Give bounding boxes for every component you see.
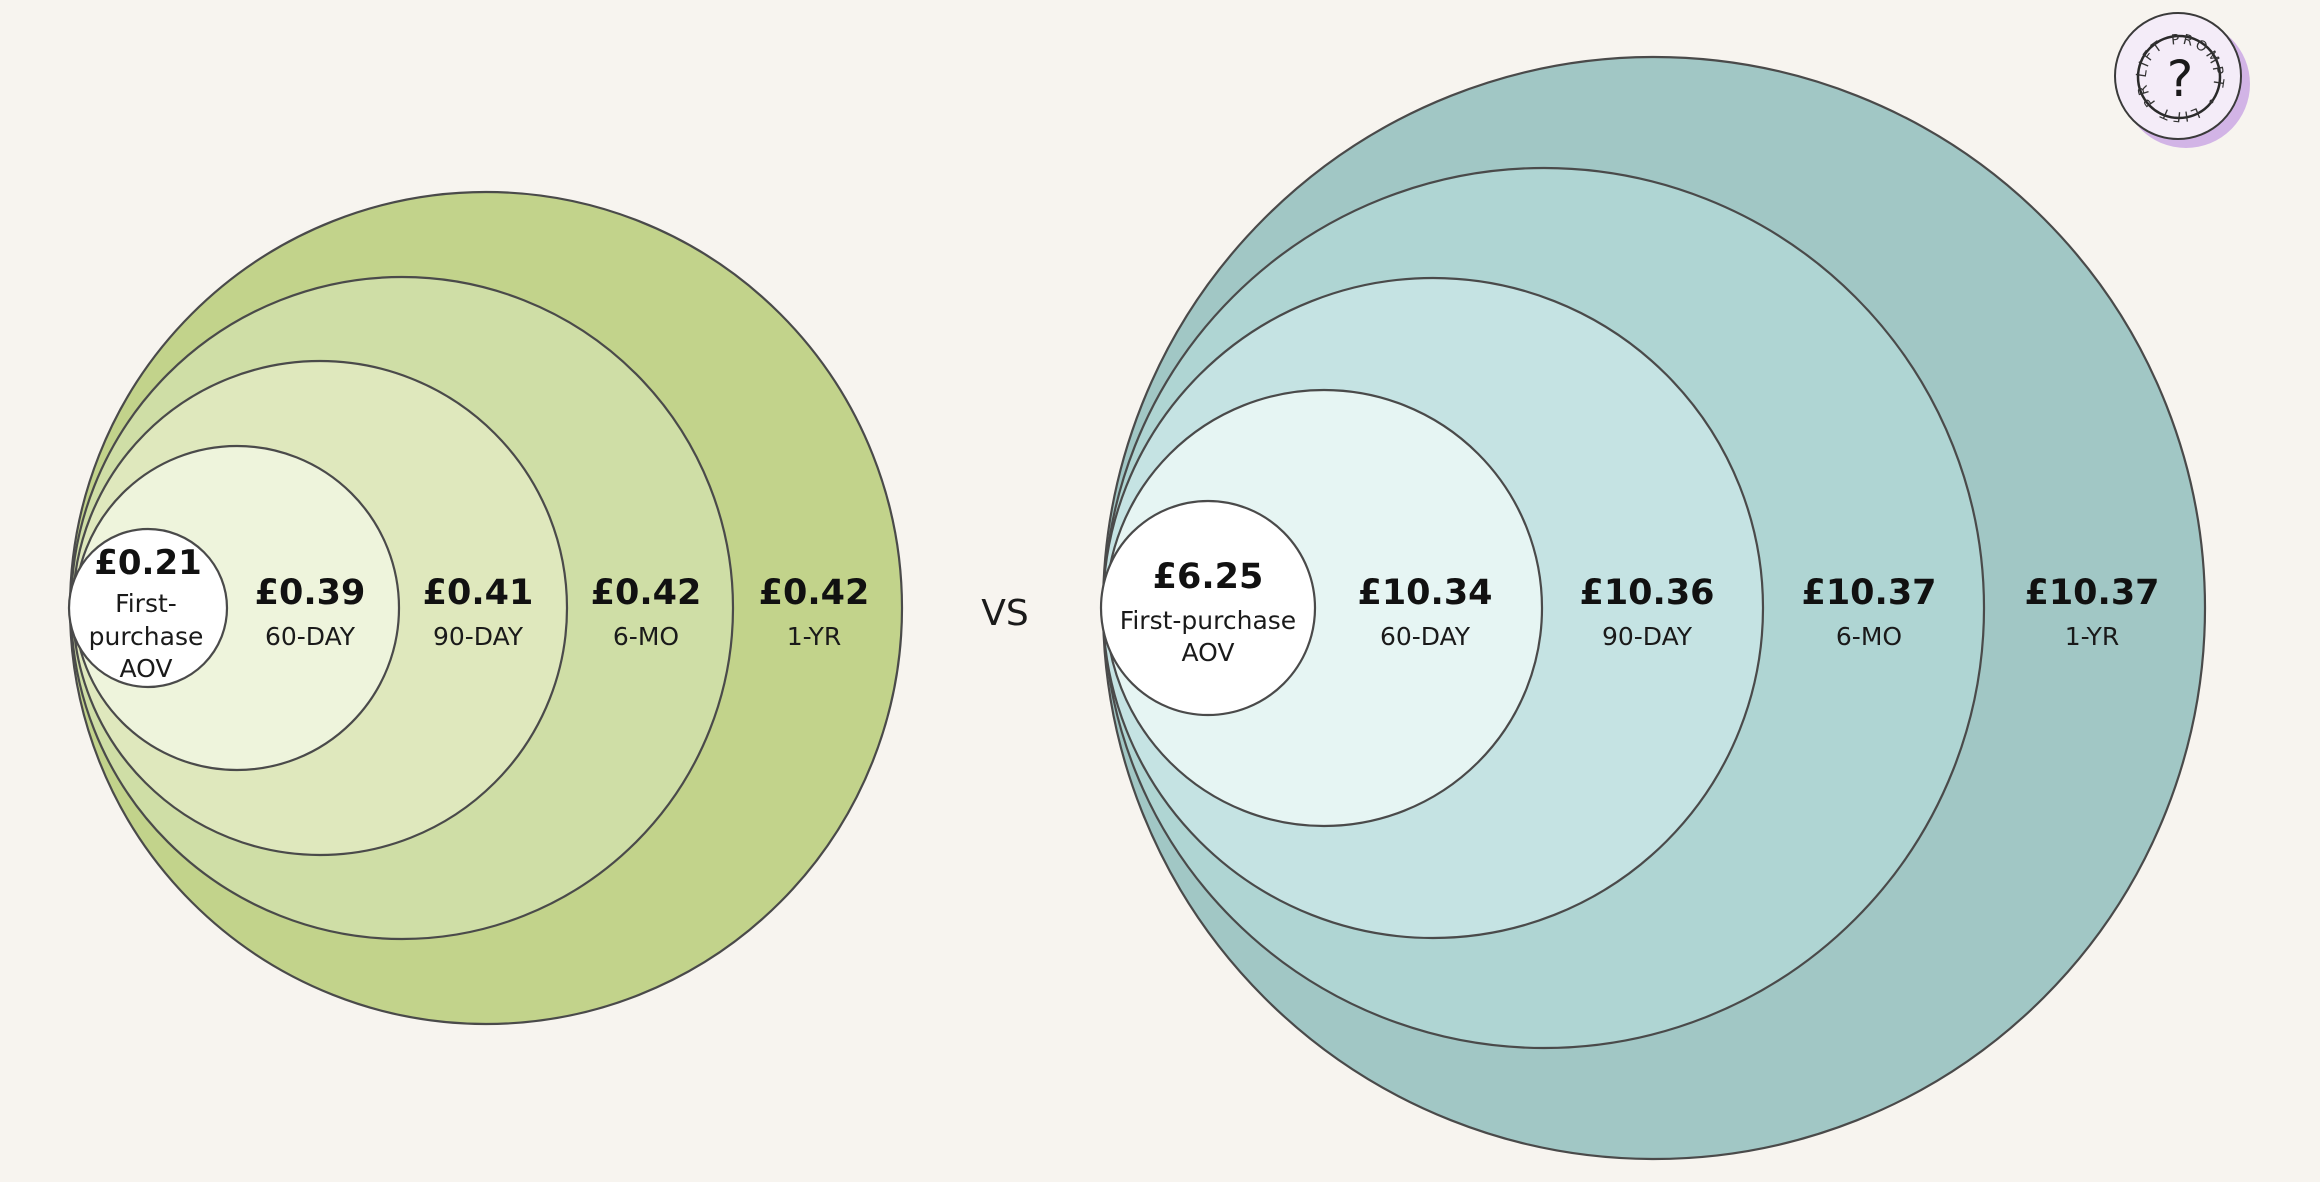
right-90day-label: 90-DAY xyxy=(1602,622,1693,651)
right-1yr-label: 1-YR xyxy=(2065,622,2120,651)
left-1yr-label: 1-YR xyxy=(787,622,842,651)
left-1yr-value: £0.42 xyxy=(759,573,870,613)
right-first-purchase-label-line1: First-purchase xyxy=(1120,606,1296,635)
badge-inner-ring xyxy=(2136,34,2222,120)
right-ring-first-purchase xyxy=(1099,499,1317,717)
left-first-purchase-label-line2: purchase xyxy=(89,622,204,651)
right-6mo-label: 6-MO xyxy=(1836,622,1902,651)
right-6mo-value: £10.37 xyxy=(1801,573,1936,613)
right-60day-label: 60-DAY xyxy=(1380,622,1471,651)
badge-ring-text: LIFT PROMPT • LIFT PROMPT • xyxy=(0,0,2226,124)
left-90day-label: 90-DAY xyxy=(433,622,524,651)
question-mark-icon: ? xyxy=(2167,50,2194,108)
left-ring-first-purchase xyxy=(67,527,229,689)
right-ring-diagram: £6.25 First-purchase AOV £10.34 60-DAY £… xyxy=(1099,55,2207,1161)
left-90day-value: £0.41 xyxy=(423,573,534,613)
right-90day-value: £10.36 xyxy=(1579,573,1714,613)
vs-separator: VS xyxy=(981,593,1028,634)
right-first-purchase-label-line2: AOV xyxy=(1181,638,1234,667)
right-60day-value: £10.34 xyxy=(1357,573,1492,613)
left-60day-value: £0.39 xyxy=(255,573,366,613)
left-first-purchase-label-line1: First- xyxy=(115,589,177,618)
left-first-purchase-label-line3: AOV xyxy=(119,654,172,683)
left-60day-label: 60-DAY xyxy=(265,622,356,651)
right-1yr-value: £10.37 xyxy=(2024,573,2159,613)
left-6mo-value: £0.42 xyxy=(591,573,702,613)
badge-outer-ring xyxy=(2114,12,2242,140)
right-first-purchase-value: £6.25 xyxy=(1153,557,1264,597)
left-6mo-label: 6-MO xyxy=(613,622,679,651)
left-ring-diagram: £0.21 First- purchase AOV £0.39 60-DAY £… xyxy=(67,190,904,1026)
left-first-purchase-value: £0.21 xyxy=(94,543,202,583)
